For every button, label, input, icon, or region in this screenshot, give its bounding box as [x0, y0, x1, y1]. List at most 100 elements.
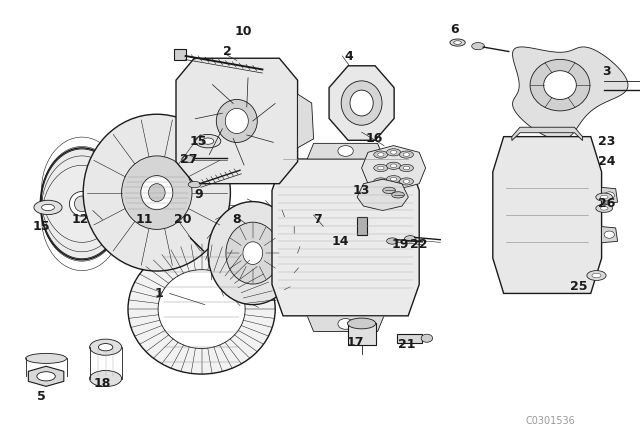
Ellipse shape [600, 195, 608, 199]
Ellipse shape [226, 222, 280, 284]
Ellipse shape [454, 41, 461, 44]
Ellipse shape [122, 156, 192, 229]
Ellipse shape [374, 178, 388, 185]
Polygon shape [307, 143, 384, 159]
Text: 5: 5 [37, 390, 46, 403]
Ellipse shape [390, 164, 397, 168]
Text: 27: 27 [180, 152, 198, 166]
Ellipse shape [341, 81, 382, 125]
Ellipse shape [403, 153, 410, 156]
Polygon shape [307, 316, 384, 332]
Ellipse shape [530, 59, 590, 111]
Text: 15: 15 [189, 134, 207, 148]
Ellipse shape [387, 176, 401, 183]
Polygon shape [176, 58, 298, 184]
Ellipse shape [69, 191, 95, 216]
Ellipse shape [399, 151, 413, 158]
Ellipse shape [182, 155, 195, 163]
Ellipse shape [374, 164, 388, 172]
Text: 23: 23 [598, 134, 616, 148]
Text: 10: 10 [234, 25, 252, 38]
Circle shape [338, 146, 353, 156]
Ellipse shape [148, 184, 165, 202]
Ellipse shape [99, 344, 113, 351]
Ellipse shape [188, 181, 201, 188]
Ellipse shape [399, 178, 413, 185]
Text: 7: 7 [314, 213, 323, 226]
Ellipse shape [128, 244, 275, 374]
Polygon shape [357, 217, 367, 235]
Polygon shape [493, 137, 602, 293]
Polygon shape [28, 366, 64, 386]
Ellipse shape [403, 166, 410, 170]
Ellipse shape [403, 180, 410, 183]
Ellipse shape [202, 138, 214, 144]
Ellipse shape [378, 153, 384, 156]
Ellipse shape [243, 242, 262, 264]
Ellipse shape [390, 151, 397, 154]
Ellipse shape [450, 39, 465, 46]
Ellipse shape [208, 202, 298, 305]
Circle shape [421, 334, 433, 342]
Ellipse shape [378, 180, 384, 183]
Ellipse shape [387, 162, 401, 169]
Text: 25: 25 [570, 280, 588, 293]
Text: 22: 22 [410, 237, 428, 251]
Ellipse shape [472, 43, 484, 50]
Circle shape [604, 192, 614, 199]
Ellipse shape [225, 108, 248, 134]
Text: 14: 14 [332, 235, 349, 249]
Ellipse shape [399, 164, 413, 172]
Ellipse shape [392, 192, 404, 198]
Ellipse shape [34, 200, 62, 215]
Polygon shape [602, 227, 618, 243]
Polygon shape [512, 127, 582, 141]
Text: 9: 9 [194, 188, 203, 202]
Text: 1: 1 [154, 287, 163, 300]
Ellipse shape [387, 238, 398, 244]
Text: 16: 16 [365, 132, 383, 146]
Ellipse shape [383, 187, 396, 194]
Text: 12: 12 [71, 213, 89, 226]
Ellipse shape [587, 271, 606, 280]
Ellipse shape [390, 177, 397, 181]
Text: 24: 24 [598, 155, 616, 168]
Ellipse shape [600, 207, 608, 210]
Polygon shape [298, 94, 314, 148]
Text: 26: 26 [598, 197, 616, 211]
Text: 8: 8 [232, 213, 241, 226]
Text: 20: 20 [173, 213, 191, 226]
Ellipse shape [90, 339, 122, 355]
Ellipse shape [350, 90, 373, 116]
Ellipse shape [543, 71, 577, 99]
Text: 21: 21 [397, 338, 415, 352]
Text: 19: 19 [391, 237, 409, 251]
Ellipse shape [596, 193, 612, 201]
Ellipse shape [404, 236, 416, 242]
Text: 4: 4 [344, 49, 353, 63]
Ellipse shape [387, 149, 401, 156]
Ellipse shape [592, 273, 601, 278]
Polygon shape [357, 179, 408, 211]
Polygon shape [602, 187, 618, 203]
Text: 15: 15 [33, 220, 51, 233]
Circle shape [338, 319, 353, 329]
Text: 2: 2 [223, 45, 232, 58]
Ellipse shape [158, 270, 245, 349]
Polygon shape [348, 323, 376, 345]
Ellipse shape [141, 176, 173, 210]
Ellipse shape [374, 151, 388, 158]
Ellipse shape [40, 148, 124, 260]
Ellipse shape [26, 353, 67, 363]
Ellipse shape [74, 196, 90, 211]
Text: 6: 6 [450, 22, 459, 36]
Text: C0301536: C0301536 [525, 416, 575, 426]
Text: 11: 11 [135, 213, 153, 226]
Polygon shape [513, 47, 628, 140]
Polygon shape [329, 66, 394, 140]
Ellipse shape [90, 370, 122, 387]
Text: 17: 17 [346, 336, 364, 349]
Circle shape [604, 231, 614, 238]
Ellipse shape [83, 114, 230, 271]
Ellipse shape [348, 318, 376, 329]
